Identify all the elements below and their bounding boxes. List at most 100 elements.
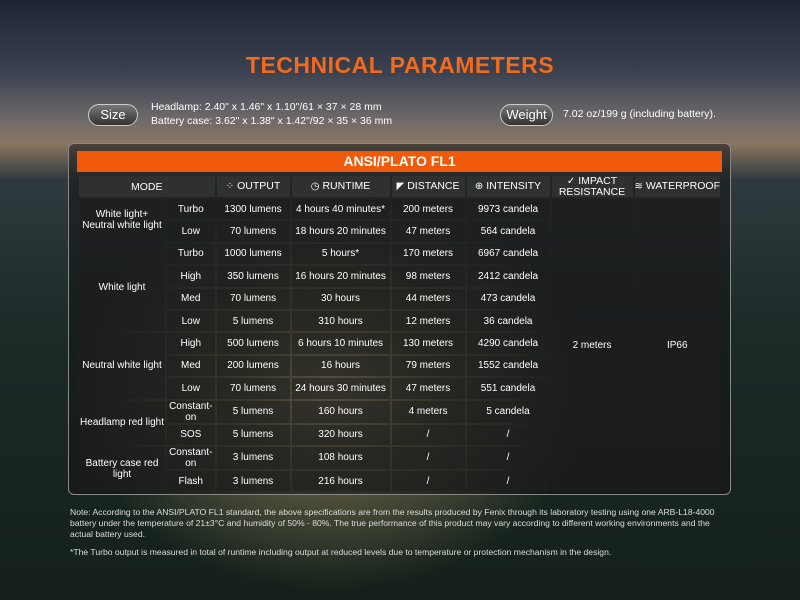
runtime-cell: 16 hours: [291, 355, 390, 377]
light-rays-icon: ⁘: [225, 181, 235, 192]
header-intensity: ⊕ INTENSITY: [466, 176, 550, 197]
weight-badge: Weight: [500, 104, 553, 126]
runtime-cell: 6 hours 10 minutes: [291, 333, 390, 354]
output-cell: 70 lumens: [216, 288, 290, 309]
distance-cell: 47 meters: [391, 221, 465, 242]
size-specs: Headlamp: 2.40" x 1.46" x 1.10"/61 × 37 …: [151, 100, 392, 128]
intensity-cell: 2412 candela: [466, 266, 550, 287]
output-cell: 5 lumens: [216, 400, 290, 423]
output-cell: 70 lumens: [216, 221, 290, 242]
output-cell: 1300 lumens: [216, 199, 290, 220]
output-cell: 5 lumens: [216, 310, 290, 332]
submode-cell: High: [167, 333, 215, 354]
table-row: Neutral white light High 500 lumens 6 hours…: [79, 333, 720, 399]
water-icon: ≋: [634, 181, 643, 192]
table-row: Battery case red light Constant-on 3 lumen…: [79, 446, 720, 492]
distance-cell: 98 meters: [391, 266, 465, 287]
battery-case-size: Battery case: 3.62" x 1.38" x 1.42"/92 ×…: [151, 115, 393, 127]
size-badge: Size: [88, 104, 138, 126]
mode-group: Headlamp red light: [79, 400, 165, 445]
distance-cell: 44 meters: [391, 288, 465, 309]
runtime-cell: 4 hours 40 minutes*: [291, 199, 390, 220]
turbo-footnote: *The Turbo output is measured in total o…: [70, 547, 612, 557]
submode-cell: Flash: [167, 470, 215, 492]
distance-cell: 200 meters: [391, 199, 465, 220]
beam-icon: ◤: [396, 181, 405, 192]
intensity-cell: 9973 candela: [466, 199, 550, 220]
impact-cell: 2 meters: [551, 199, 633, 492]
table-row: Low 5 lumens 310 hours 12 meters 36 candela: [79, 310, 720, 332]
intensity-cell: /: [466, 470, 550, 492]
submode-cell: Med: [167, 288, 215, 309]
intensity-cell: 1552 candela: [466, 355, 550, 377]
header-distance: ◤ DISTANCE: [391, 176, 465, 197]
runtime-cell: 216 hours: [291, 470, 390, 492]
submode-cell: Low: [167, 221, 215, 242]
crosshair-icon: ⊕: [474, 181, 484, 192]
submode-cell: Med: [167, 355, 215, 377]
distance-cell: 12 meters: [391, 310, 465, 332]
weight-value: 7.02 oz/199 g (including battery).: [563, 108, 716, 120]
header-output: ⁘ OUTPUT: [216, 176, 290, 197]
submode-cell: Low: [167, 310, 215, 332]
output-cell: 70 lumens: [216, 378, 290, 399]
table-row: White light Turbo 1000 lumens 5 hours* 170 m…: [79, 243, 720, 332]
output-cell: 5 lumens: [216, 424, 290, 445]
mode-group: White light: [79, 243, 165, 332]
runtime-cell: 30 hours: [291, 288, 390, 309]
submode-cell: SOS: [167, 424, 215, 445]
intensity-cell: 551 candela: [466, 378, 550, 399]
intensity-cell: 5 candela: [466, 400, 550, 423]
output-cell: 3 lumens: [216, 446, 290, 469]
distance-cell: /: [391, 446, 465, 469]
submode-cell: Constant-on: [167, 446, 215, 469]
intensity-cell: 473 candela: [466, 288, 550, 309]
table-row: Flash 3 lumens 216 hours / /: [79, 470, 720, 492]
header-waterproof: ≋ WATERPROOF: [634, 176, 720, 197]
submode-cell: Turbo: [167, 199, 215, 220]
runtime-cell: 5 hours*: [291, 243, 390, 265]
mode-group: White light+ Neutral white light: [79, 199, 165, 242]
table-row: SOS 5 lumens 320 hours / /: [79, 424, 720, 445]
clock-icon: ◷: [310, 181, 320, 192]
table-row: High 350 lumens 16 hours 20 minutes 98 mete…: [79, 266, 720, 287]
intensity-cell: 6967 candela: [466, 243, 550, 265]
distance-cell: 47 meters: [391, 378, 465, 399]
table-row: Med 70 lumens 30 hours 44 meters 473 candela: [79, 288, 720, 309]
intensity-cell: /: [466, 446, 550, 469]
header-impact: ✓ IMPACT RESISTANCE: [551, 176, 633, 197]
distance-cell: 79 meters: [391, 355, 465, 377]
output-cell: 500 lumens: [216, 333, 290, 354]
table-row: Med 200 lumens 16 hours 79 meters 1552 cande…: [79, 355, 720, 377]
intensity-cell: 564 candela: [466, 221, 550, 242]
page-title: TECHNICAL PARAMETERS: [245, 52, 555, 78]
waterproof-cell: IP66: [634, 199, 720, 492]
output-cell: 200 lumens: [216, 355, 290, 377]
submode-cell: Low: [167, 378, 215, 399]
distance-cell: /: [391, 470, 465, 492]
submode-cell: High: [167, 266, 215, 287]
runtime-cell: 18 hours 20 minutes: [291, 221, 390, 242]
runtime-cell: 160 hours: [291, 400, 390, 423]
runtime-cell: 108 hours: [291, 446, 390, 469]
output-cell: 350 lumens: [216, 266, 290, 287]
headlamp-size: Headlamp: 2.40" x 1.46" x 1.10"/61 × 37 …: [151, 101, 382, 113]
intensity-cell: 4290 candela: [466, 333, 550, 354]
output-cell: 3 lumens: [216, 470, 290, 492]
check-icon: ✓: [566, 176, 576, 187]
distance-cell: 130 meters: [391, 333, 465, 354]
runtime-cell: 24 hours 30 minutes: [291, 378, 390, 399]
submode-cell: Constant-on: [167, 400, 215, 423]
runtime-cell: 320 hours: [291, 424, 390, 445]
table-row: Low 70 lumens 24 hours 30 minutes 47 meters…: [79, 378, 720, 399]
note-text: Note: According to the ANSI/PLATO FL1 st…: [70, 507, 715, 539]
output-cell: 1000 lumens: [216, 243, 290, 265]
distance-cell: 170 meters: [391, 243, 465, 265]
intensity-cell: 36 candela: [466, 310, 550, 332]
intensity-cell: /: [466, 424, 550, 445]
mode-group: Neutral white light: [79, 333, 165, 399]
table-row: Headlamp red light Constant-on 5 lumens 160…: [79, 400, 720, 445]
header-runtime: ◷ RUNTIME: [291, 176, 390, 197]
distance-cell: 4 meters: [391, 400, 465, 423]
mode-group: Battery case red light: [79, 446, 165, 492]
